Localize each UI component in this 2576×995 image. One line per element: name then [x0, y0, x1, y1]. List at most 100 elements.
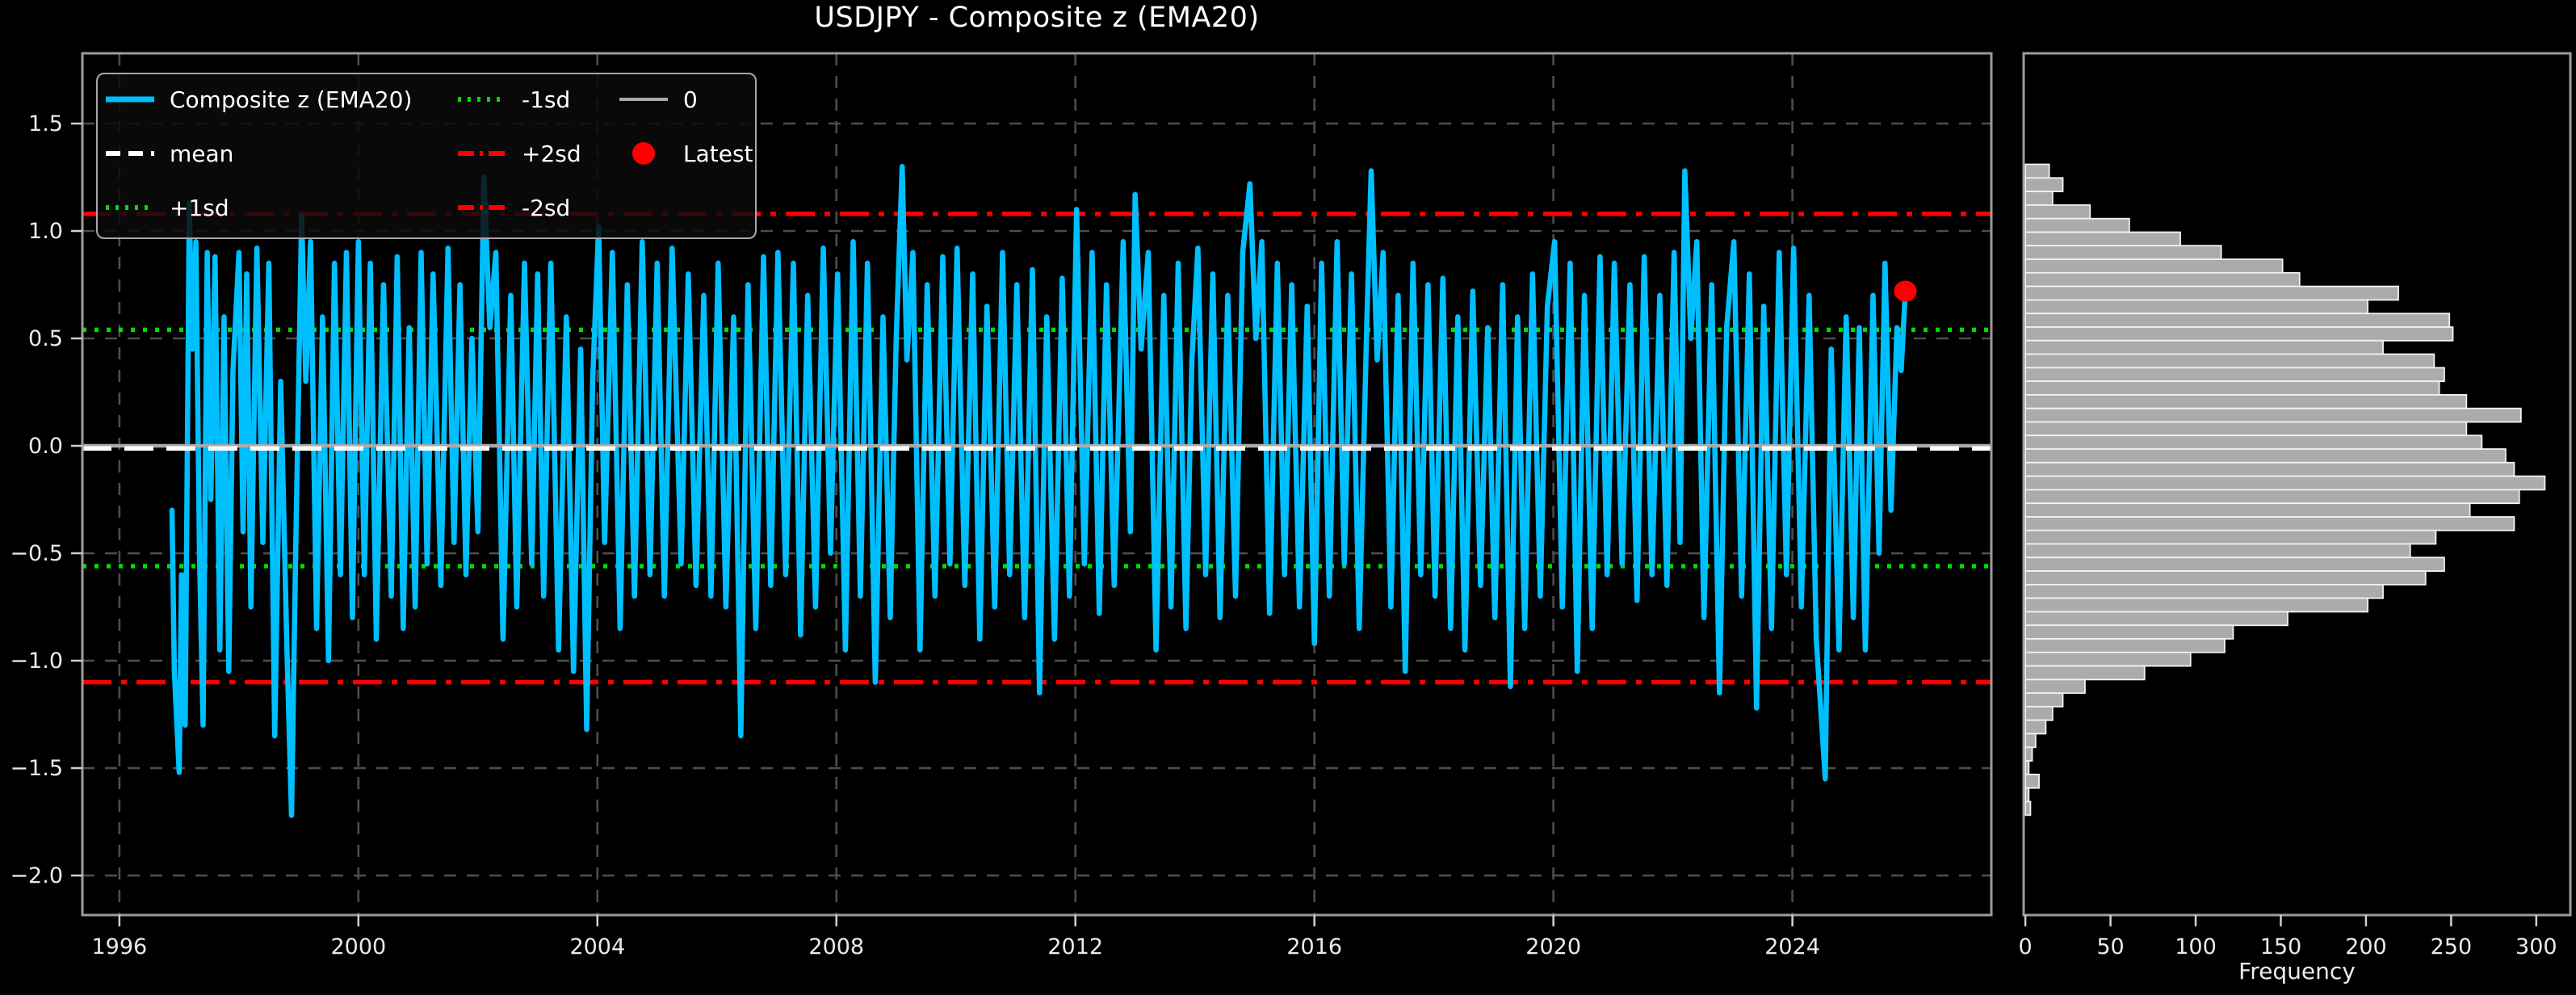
legend-line-marker — [106, 96, 154, 103]
hist-bar — [2024, 313, 2451, 328]
hist-bar — [2024, 787, 2030, 803]
x-tick-label: 2012 — [1047, 934, 1103, 959]
legend-item: Composite z (EMA20) — [104, 86, 456, 113]
hist-bar — [2024, 231, 2181, 247]
hist-bar — [2024, 611, 2289, 627]
hist-xlabel: Frequency — [2238, 958, 2356, 985]
legend-item: Latest — [618, 140, 753, 167]
hist-bar — [2024, 448, 2507, 464]
series-group — [169, 163, 1908, 818]
hist-bar — [2024, 245, 2222, 260]
legend-item-label: -2sd — [522, 194, 571, 221]
legend-column: Composite z (EMA20) mean +1sd — [104, 86, 456, 221]
hist-bar — [2024, 746, 2033, 762]
x-tick-label: 2008 — [808, 934, 864, 959]
y-tick-label: −0.5 — [10, 541, 63, 566]
hist-bar — [2024, 719, 2047, 735]
hist-x-tick-label: 0 — [2019, 934, 2033, 959]
hist-bar — [2024, 177, 2064, 193]
hist-bar — [2024, 339, 2384, 355]
legend-item: -1sd — [456, 86, 618, 113]
hist-bar — [2024, 692, 2064, 707]
legend-item: +2sd — [456, 140, 618, 167]
y-tick-label: 0.0 — [28, 434, 63, 459]
x-tick-label: 2020 — [1525, 934, 1581, 959]
hist-x-tick-label: 100 — [2175, 934, 2217, 959]
hist-bar — [2024, 760, 2030, 775]
chart-title: USDJPY - Composite z (EMA20) — [814, 2, 1260, 34]
hist-bar — [2024, 543, 2411, 559]
x-tick-label: 2000 — [330, 934, 386, 959]
hist-bar — [2024, 191, 2054, 206]
hist-x-tick-label: 50 — [2096, 934, 2124, 959]
legend-item-label: -1sd — [522, 86, 571, 113]
hist-bar — [2024, 774, 2040, 789]
legend-item-label: Composite z (EMA20) — [170, 86, 413, 113]
hist-bar — [2024, 624, 2234, 640]
legend-item-label: mean — [170, 140, 234, 167]
hist-x-tick-label: 150 — [2260, 934, 2302, 959]
hist-bar — [2024, 584, 2384, 599]
x-tick-label: 2004 — [569, 934, 625, 959]
hist-bar — [2024, 271, 2301, 288]
hist-bar — [2024, 800, 2032, 817]
hist-bar — [2024, 380, 2440, 396]
legend-item-label: +1sd — [170, 194, 229, 221]
hist-bar — [2024, 421, 2468, 437]
hist-bar — [2024, 638, 2226, 653]
x-tick-label: 2024 — [1764, 934, 1820, 959]
hist-bar — [2024, 706, 2054, 721]
legend-column: -1sd +2sd -2sd — [456, 86, 618, 221]
legend-line-marker — [619, 98, 668, 101]
histogram-bars — [2024, 163, 2546, 817]
hist-bar — [2024, 502, 2471, 518]
hist-x-tick-label: 200 — [2345, 934, 2387, 959]
hist-bar — [2024, 326, 2454, 342]
hist-bar — [2024, 570, 2427, 586]
hist-bar — [2024, 393, 2468, 409]
legend-item-label: Latest — [683, 140, 753, 167]
hist-bar — [2024, 258, 2284, 274]
composite-z-line — [169, 163, 1908, 818]
legend-item-label: +2sd — [522, 140, 581, 167]
y-tick-label: 1.0 — [28, 219, 63, 244]
hist-bar — [2024, 407, 2522, 423]
hist-bar — [2024, 516, 2515, 531]
y-tick-label: 1.5 — [28, 111, 63, 136]
hist-bar — [2024, 665, 2146, 681]
hist-bar — [2024, 204, 2091, 220]
legend-item: +1sd — [104, 194, 456, 221]
hist-bar — [2024, 285, 2399, 301]
hist-bar — [2024, 651, 2192, 667]
hist-x-tick-label: 250 — [2431, 934, 2473, 959]
hist-bar — [2024, 733, 2037, 749]
latest-point-marker — [1894, 280, 1917, 302]
legend-line-marker — [458, 151, 506, 156]
hist-bar — [2024, 556, 2445, 572]
hist-bar — [2024, 163, 2050, 179]
y-tick-label: −1.5 — [10, 756, 63, 781]
hist-bar — [2024, 597, 2368, 613]
hist-bar — [2024, 475, 2546, 491]
main-axes: 1996 2000 2004 2008 2012 2016 2020 2024 1.5 1.0 0.… — [10, 52, 1993, 959]
hist-bar — [2024, 299, 2368, 315]
hist-axes: 0 50 100 150 200 250 300 — [2019, 52, 2572, 959]
y-tick-label: 0.5 — [28, 326, 63, 351]
hist-bar — [2024, 353, 2435, 369]
legend-column: 0 Latest — [618, 86, 753, 221]
legend-line-marker — [106, 205, 154, 210]
hist-bar — [2024, 678, 2086, 695]
x-tick-label: 1996 — [92, 934, 148, 959]
legend-line-marker — [106, 151, 154, 156]
y-tick-label: −1.0 — [10, 649, 63, 674]
reference-lines-above — [82, 443, 1991, 451]
legend: Composite z (EMA20) mean +1sd -1sd +2sd -2sd 0… — [96, 73, 757, 239]
legend-item: -2sd — [456, 194, 618, 221]
legend-item: mean — [104, 140, 456, 167]
legend-item: 0 — [618, 86, 753, 113]
hist-bar — [2024, 529, 2437, 545]
legend-line-marker — [458, 97, 506, 102]
legend-line-marker — [458, 205, 506, 210]
